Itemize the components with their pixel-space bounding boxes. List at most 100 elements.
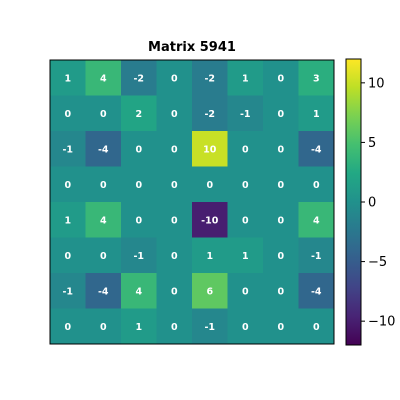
cell-value-label: 0 <box>242 322 249 333</box>
cell-value-label: -1 <box>133 251 144 262</box>
cell-value-label: 0 <box>171 73 178 84</box>
heatmap-cell <box>121 202 157 238</box>
heatmap-cell <box>50 202 86 238</box>
heatmap-cell <box>298 273 335 309</box>
colorbar-ticks: 10 5 0 −5 −10 <box>361 76 395 330</box>
heatmap-cell <box>263 131 299 167</box>
cell-value-label: -10 <box>201 215 219 226</box>
cell-value-label: -1 <box>62 144 73 155</box>
heatmap-cell <box>121 273 157 309</box>
heatmap-cell <box>263 202 299 238</box>
cell-value-label: 0 <box>277 73 284 84</box>
heatmap-cell <box>192 273 228 309</box>
heatmap-cell <box>85 60 122 96</box>
cell-value-label: 0 <box>100 251 107 262</box>
plot-frame <box>49 59 335 345</box>
heatmap-cell <box>121 95 157 132</box>
cell-value-label: -4 <box>311 286 322 297</box>
cell-value-label: -1 <box>311 251 322 262</box>
cell-value-label: 1 <box>135 322 142 333</box>
heatmap-cell <box>192 60 228 96</box>
heatmap-cell <box>85 131 122 167</box>
cell-value-label: 0 <box>64 322 71 333</box>
cell-value-label: -4 <box>311 144 322 155</box>
heatmap-cell <box>227 237 264 274</box>
heatmap-cell <box>192 131 228 167</box>
heatmap-cell <box>298 95 335 132</box>
heatmap-cell <box>85 308 122 345</box>
heatmap-cell <box>156 308 193 345</box>
cell-value-label: 1 <box>242 251 249 262</box>
cell-value-label: 0 <box>277 180 284 191</box>
colorbar-tick-label: 10 <box>368 76 385 91</box>
heatmap-cell <box>263 60 299 96</box>
cell-value-label: 0 <box>277 251 284 262</box>
heatmap-cell <box>263 166 299 203</box>
cell-value-label: 10 <box>203 144 217 155</box>
cell-value-label: 0 <box>242 180 249 191</box>
cell-value-label: 2 <box>135 109 142 120</box>
colorbar-tick-label: 5 <box>368 136 376 151</box>
cell-value-label: 0 <box>242 286 249 297</box>
heatmap-cells <box>50 60 335 345</box>
cell-value-label: 0 <box>171 322 178 333</box>
cell-value-label: 1 <box>206 251 213 262</box>
cell-value-label: 1 <box>242 73 249 84</box>
heatmap-cell <box>298 308 335 345</box>
heatmap-cell <box>156 202 193 238</box>
heatmap-cell <box>156 237 193 274</box>
cell-value-label: 0 <box>135 180 142 191</box>
cell-value-label: 1 <box>64 73 71 84</box>
cell-value-label: 0 <box>171 286 178 297</box>
heatmap-cell <box>156 166 193 203</box>
heatmap-cell <box>192 202 228 238</box>
heatmap-cell <box>227 95 264 132</box>
heatmap-cell <box>156 95 193 132</box>
heatmap-cell <box>85 95 122 132</box>
cell-value-label: 0 <box>171 215 178 226</box>
colorbar-tick-label: 0 <box>368 196 376 211</box>
cell-value-label: 0 <box>100 322 107 333</box>
cell-value-label: 1 <box>64 215 71 226</box>
cell-value-label: 0 <box>64 180 71 191</box>
heatmap-cell <box>227 166 264 203</box>
heatmap-cell <box>121 166 157 203</box>
cell-value-label: 4 <box>100 215 107 226</box>
colorbar <box>345 58 362 346</box>
heatmap-cell <box>121 308 157 345</box>
cell-value-label: 0 <box>171 251 178 262</box>
heatmap-cell <box>50 237 86 274</box>
heatmap-cell <box>263 273 299 309</box>
cell-value-label: 4 <box>313 215 320 226</box>
heatmap-cell <box>192 95 228 132</box>
heatmap-cell <box>227 131 264 167</box>
cell-value-label: 0 <box>277 286 284 297</box>
cell-value-label: 0 <box>100 180 107 191</box>
heatmap-cell <box>298 131 335 167</box>
heatmap-cell <box>85 166 122 203</box>
cell-value-label: 0 <box>171 144 178 155</box>
heatmap-cell-labels: 1 4 -2 0 -2 1 0 30 0 2 0 -2 -1 0 1-1 -4 0 0 10 0 0 -40 0 0 0 0 0 0 0… <box>62 73 321 333</box>
cell-value-label: -2 <box>204 73 215 84</box>
heatmap-cell <box>156 273 193 309</box>
cell-value-label: 0 <box>64 109 71 120</box>
heatmap-cell <box>50 131 86 167</box>
heatmap-cell <box>227 273 264 309</box>
cell-value-label: -4 <box>98 144 109 155</box>
cell-value-label: 0 <box>242 144 249 155</box>
cell-value-label: 0 <box>171 180 178 191</box>
heatmap-cell <box>156 131 193 167</box>
cell-value-label: 0 <box>313 322 320 333</box>
heatmap-cell <box>50 60 86 96</box>
heatmap-cell <box>298 202 335 238</box>
colorbar-tick-label: −5 <box>368 255 387 270</box>
heatmap-cell <box>85 202 122 238</box>
cell-value-label: -2 <box>133 73 144 84</box>
heatmap-cell <box>85 237 122 274</box>
cell-value-label: 0 <box>135 215 142 226</box>
cell-value-label: 0 <box>206 180 213 191</box>
heatmap-cell <box>50 308 86 345</box>
cell-value-label: 3 <box>313 73 320 84</box>
cell-value-label: -1 <box>62 286 73 297</box>
cell-value-label: 4 <box>135 286 142 297</box>
